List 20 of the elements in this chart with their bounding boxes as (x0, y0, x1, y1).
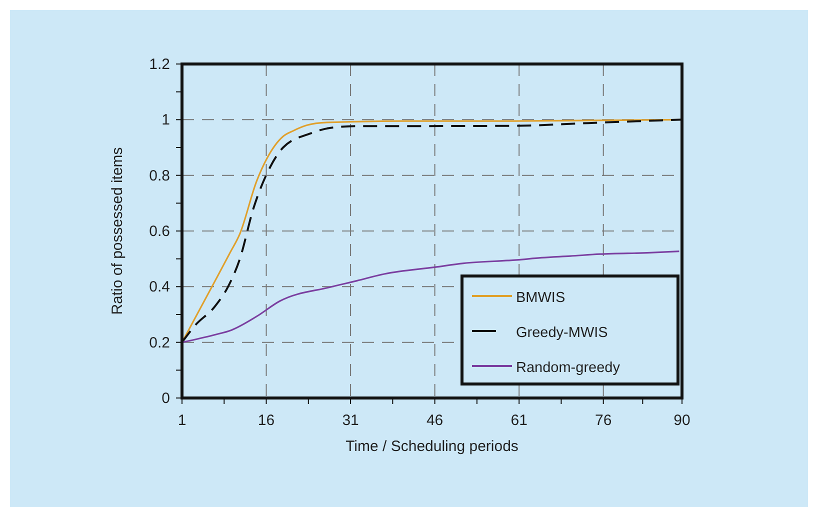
legend-label: BMWIS (516, 290, 566, 306)
legend-label: Greedy-MWIS (516, 325, 608, 341)
x-tick-label: 16 (258, 412, 275, 429)
x-tick-label: 46 (426, 412, 444, 429)
x-axis-title: Time / Scheduling periods (346, 438, 518, 455)
line-series (181, 250, 680, 344)
y-axis-title: Ratio of possessed items (109, 147, 126, 315)
x-tick-label: 90 (674, 412, 690, 429)
x-tick-label: 76 (595, 412, 612, 429)
legend-label: Random-greedy (516, 360, 621, 376)
y-tick-label: 1.2 (149, 56, 170, 73)
y-tick-label: 0.4 (149, 278, 170, 296)
x-tick-label: 1 (178, 412, 186, 429)
y-tick-label: 0.6 (149, 223, 170, 240)
y-tick-label: 0.2 (149, 334, 170, 352)
y-tick-label: 1 (162, 112, 170, 129)
y-tick-label: 0.8 (149, 167, 170, 184)
x-tick-label: 61 (510, 412, 528, 429)
x-tick-label: 31 (342, 412, 359, 429)
y-tick-label: 0 (162, 390, 170, 407)
